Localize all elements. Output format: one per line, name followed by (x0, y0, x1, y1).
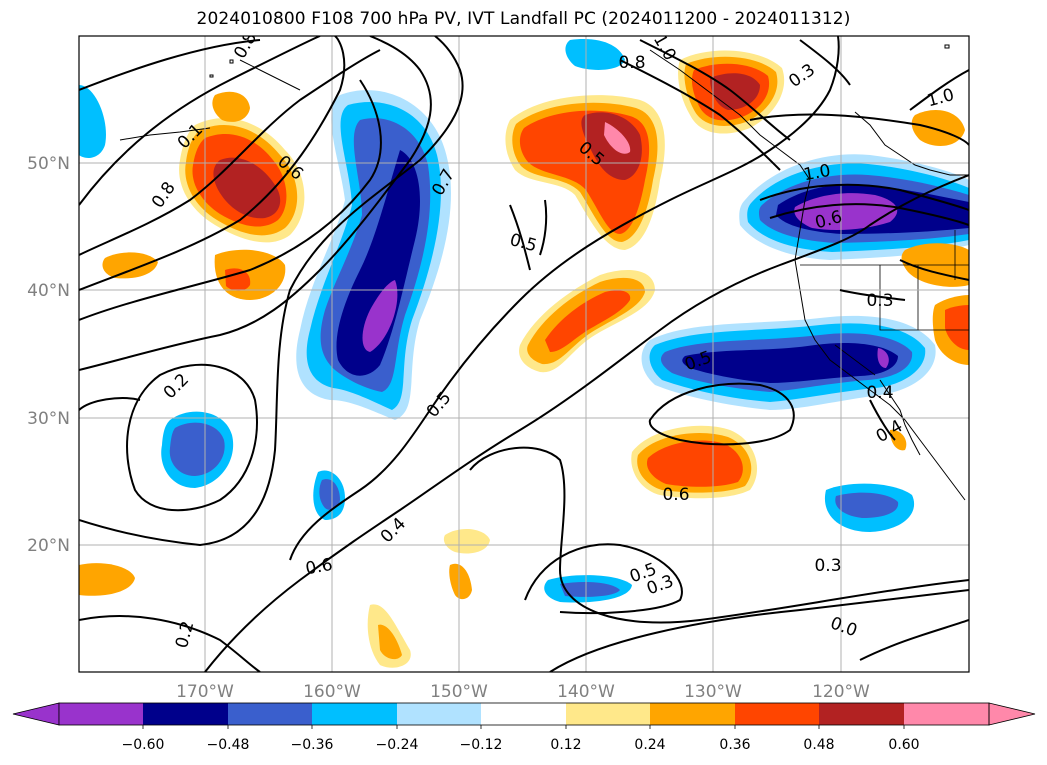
colorbar-tick-label: −0.60 (122, 737, 165, 753)
colorbar-tick-label: −0.48 (207, 737, 250, 753)
contour-label: 0.6 (662, 485, 689, 505)
contour-label: 0.6 (304, 555, 334, 579)
lon-label-140w: 140°W (557, 682, 615, 702)
pv-negative-anomaly-central (296, 90, 451, 420)
colorbar-segment (312, 703, 397, 725)
lon-label-120w: 120°W (812, 682, 870, 702)
contour-label: 0.4 (866, 383, 893, 403)
colorbar-segment (735, 703, 819, 725)
pv-negative-anomaly-small (79, 39, 915, 603)
ivt-contours (79, 36, 969, 672)
colorbar-segments (59, 703, 989, 725)
contour-label: 0.3 (866, 291, 893, 311)
lon-label-160w: 160°W (303, 682, 361, 702)
colorbar-segment (566, 703, 650, 725)
map-frame (78, 35, 970, 673)
colorbar-segment (59, 703, 143, 725)
lat-label-50n: 50°N (27, 154, 70, 174)
lat-label-20n: 20°N (27, 536, 70, 556)
colorbar: −0.60 −0.48 −0.36 −0.24 −0.12 0.12 0.24 … (12, 702, 1036, 753)
colorbar-min-extension (12, 702, 60, 726)
colorbar-tick-label: 0.36 (719, 737, 750, 753)
lon-label-170w: 170°W (176, 682, 234, 702)
colorbar-ticks: −0.60 −0.48 −0.36 −0.24 −0.12 0.12 0.24 … (122, 725, 920, 753)
gridlines (79, 36, 969, 672)
contour-label: 0.3 (814, 556, 841, 576)
pv-negative-anomaly-east-band (641, 315, 936, 410)
lat-label-40n: 40°N (27, 281, 70, 301)
state-borders (800, 230, 969, 376)
colorbar-segment (904, 703, 989, 725)
contour-label: 0.8 (618, 53, 645, 73)
colorbar-tick-label: 0.12 (550, 737, 581, 753)
colorbar-segment (650, 703, 735, 725)
colorbar-segment (228, 703, 312, 725)
colorbar-tick-label: −0.36 (291, 737, 334, 753)
lon-label-130w: 130°W (684, 682, 742, 702)
colorbar-tick-label: 0.60 (888, 737, 919, 753)
colorbar-segment (397, 703, 481, 725)
colorbar-tick-label: −0.24 (376, 737, 419, 753)
colorbar-tick-label: −0.12 (460, 737, 503, 753)
pv-positive-anomaly (79, 50, 969, 668)
map-title: 2024010800 F108 700 hPa PV, IVT Landfall… (196, 9, 851, 29)
lon-label-150w: 150°W (430, 682, 488, 702)
longitude-labels: 170°W 160°W 150°W 140°W 130°W 120°W (176, 682, 870, 702)
contour-label: 1.0 (802, 161, 832, 185)
colorbar-max-extension (988, 702, 1036, 726)
lat-label-30n: 30°N (27, 409, 70, 429)
colorbar-tick-label: 0.48 (803, 737, 834, 753)
colorbar-segment (481, 703, 566, 725)
latitude-labels: 50°N 40°N 30°N 20°N (27, 154, 70, 556)
colorbar-segment (819, 703, 904, 725)
colorbar-tick-label: 0.24 (634, 737, 665, 753)
colorbar-segment (143, 703, 228, 725)
